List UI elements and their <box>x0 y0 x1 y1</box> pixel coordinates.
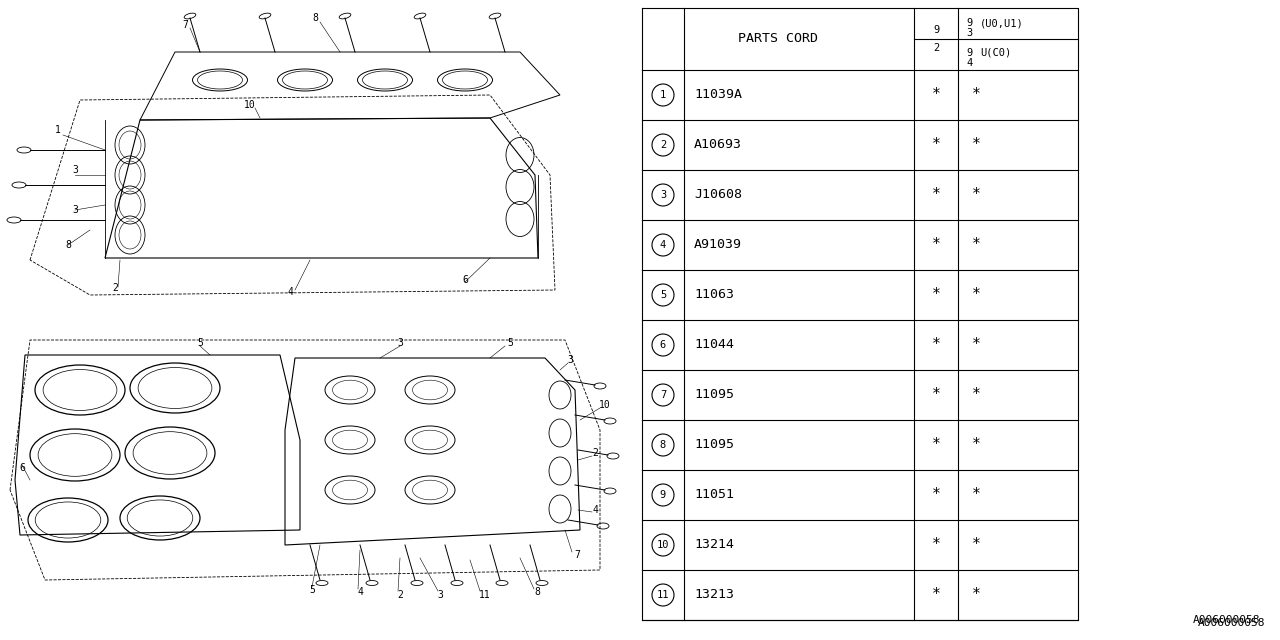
Text: *: * <box>972 387 980 403</box>
Text: A006000058: A006000058 <box>1193 615 1260 625</box>
Text: 6: 6 <box>660 340 666 350</box>
Text: 9: 9 <box>966 19 973 29</box>
Text: 2: 2 <box>113 283 118 293</box>
Text: *: * <box>972 188 980 202</box>
Text: 4: 4 <box>660 240 666 250</box>
Text: 13214: 13214 <box>694 538 733 552</box>
Text: 11095: 11095 <box>694 388 733 401</box>
Text: *: * <box>972 488 980 502</box>
Text: 5: 5 <box>308 585 315 595</box>
Text: 2: 2 <box>397 590 403 600</box>
Text: (U0,U1): (U0,U1) <box>980 19 1024 29</box>
Text: *: * <box>972 287 980 303</box>
Text: *: * <box>932 588 941 602</box>
Text: U(C0): U(C0) <box>980 47 1011 58</box>
Text: A006000058: A006000058 <box>1198 618 1265 628</box>
Text: 7: 7 <box>182 20 188 30</box>
Text: 10: 10 <box>657 540 669 550</box>
Text: 8: 8 <box>534 587 540 597</box>
Text: *: * <box>972 438 980 452</box>
Text: J10608: J10608 <box>694 189 742 202</box>
Text: 9: 9 <box>966 47 973 58</box>
Text: *: * <box>972 538 980 552</box>
Text: A10693: A10693 <box>694 138 742 152</box>
Text: 8: 8 <box>660 440 666 450</box>
Text: 2: 2 <box>593 448 598 458</box>
Text: 8: 8 <box>312 13 317 23</box>
Text: 4: 4 <box>287 287 293 297</box>
Text: 3: 3 <box>72 165 78 175</box>
Text: *: * <box>932 488 941 502</box>
Text: *: * <box>972 588 980 602</box>
Text: 5: 5 <box>507 338 513 348</box>
Text: 5: 5 <box>197 338 204 348</box>
Text: 3: 3 <box>567 355 573 365</box>
Text: 5: 5 <box>660 290 666 300</box>
Text: 3: 3 <box>397 338 403 348</box>
Text: *: * <box>932 88 941 102</box>
Text: 6: 6 <box>462 275 468 285</box>
Text: 8: 8 <box>65 240 70 250</box>
Text: 11063: 11063 <box>694 289 733 301</box>
Text: 10: 10 <box>244 100 256 110</box>
Text: 3: 3 <box>660 190 666 200</box>
Text: 7: 7 <box>573 550 580 560</box>
Text: 4: 4 <box>966 58 973 68</box>
Text: *: * <box>972 337 980 353</box>
Text: 11051: 11051 <box>694 488 733 502</box>
Text: *: * <box>932 538 941 552</box>
Text: A91039: A91039 <box>694 239 742 252</box>
Text: 11039A: 11039A <box>694 88 742 102</box>
Text: *: * <box>932 287 941 303</box>
Text: 1: 1 <box>55 125 61 135</box>
Text: 3: 3 <box>966 29 973 38</box>
Text: 4: 4 <box>593 505 598 515</box>
Text: *: * <box>932 387 941 403</box>
Text: 2: 2 <box>660 140 666 150</box>
Text: 11095: 11095 <box>694 438 733 451</box>
Text: 3: 3 <box>72 205 78 215</box>
Text: *: * <box>972 88 980 102</box>
Text: *: * <box>932 188 941 202</box>
Text: 4: 4 <box>357 587 364 597</box>
Text: 6: 6 <box>19 463 24 473</box>
Text: *: * <box>932 438 941 452</box>
Text: 1: 1 <box>660 90 666 100</box>
Text: PARTS CORD: PARTS CORD <box>739 33 818 45</box>
Text: *: * <box>932 237 941 253</box>
Text: 7: 7 <box>660 390 666 400</box>
Text: *: * <box>972 237 980 253</box>
Text: *: * <box>972 138 980 152</box>
Text: *: * <box>932 138 941 152</box>
Text: 11: 11 <box>479 590 490 600</box>
Text: 9: 9 <box>933 25 940 35</box>
Text: 11044: 11044 <box>694 339 733 351</box>
Text: 2: 2 <box>933 44 940 53</box>
Text: *: * <box>932 337 941 353</box>
Text: 3: 3 <box>436 590 443 600</box>
Text: 13213: 13213 <box>694 589 733 602</box>
Text: 10: 10 <box>599 400 611 410</box>
Text: 9: 9 <box>660 490 666 500</box>
Text: 11: 11 <box>657 590 669 600</box>
